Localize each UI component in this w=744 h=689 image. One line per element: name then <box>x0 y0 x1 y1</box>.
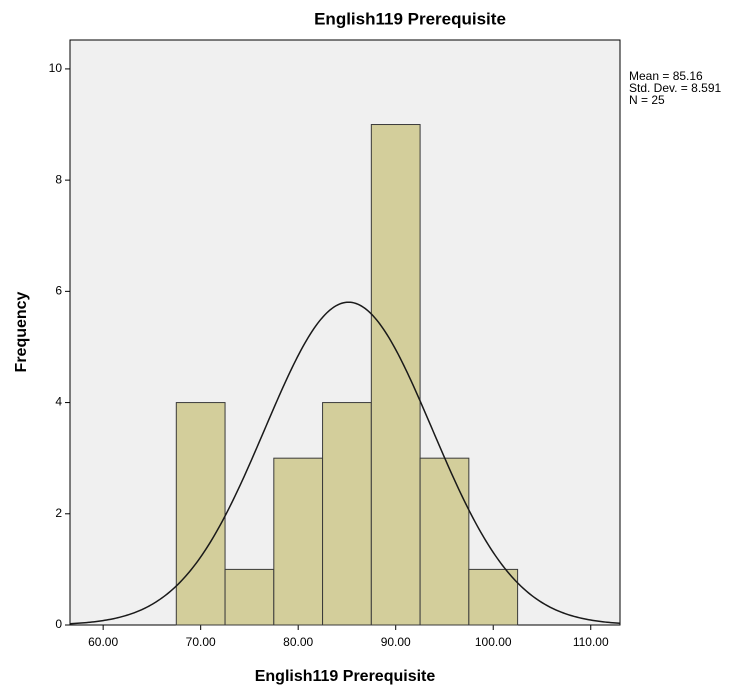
chart-title: English119 Prerequisite <box>314 9 506 28</box>
y-tick-label: 2 <box>55 506 62 520</box>
x-tick-label: 110.00 <box>573 635 609 649</box>
bar <box>370 124 421 626</box>
y-tick-label: 6 <box>55 284 62 298</box>
normal-curve <box>69 301 621 625</box>
x-axis-label: English119 Prerequisite <box>255 668 436 685</box>
bar <box>273 457 324 626</box>
bar <box>224 568 275 626</box>
stat-label: N = 25 <box>629 93 665 107</box>
y-tick-label: 4 <box>55 395 62 409</box>
y-axis-label: Frequency <box>13 291 30 372</box>
y-tick-label: 0 <box>55 617 62 631</box>
stat-label: Std. Dev. = 8.591 <box>629 81 721 95</box>
y-tick-label: 8 <box>55 172 62 186</box>
bar <box>175 402 226 626</box>
x-tick-label: 100.00 <box>475 635 512 649</box>
bar <box>419 457 470 626</box>
stat-label: Mean = 85.16 <box>629 69 703 83</box>
x-tick-label: 80.00 <box>283 635 313 649</box>
x-tick-label: 90.00 <box>381 635 411 649</box>
x-tick-label: 70.00 <box>186 635 216 649</box>
y-tick-label: 10 <box>49 61 63 75</box>
bar <box>322 402 372 626</box>
x-tick-label: 60.00 <box>88 635 118 649</box>
bar <box>468 568 519 626</box>
